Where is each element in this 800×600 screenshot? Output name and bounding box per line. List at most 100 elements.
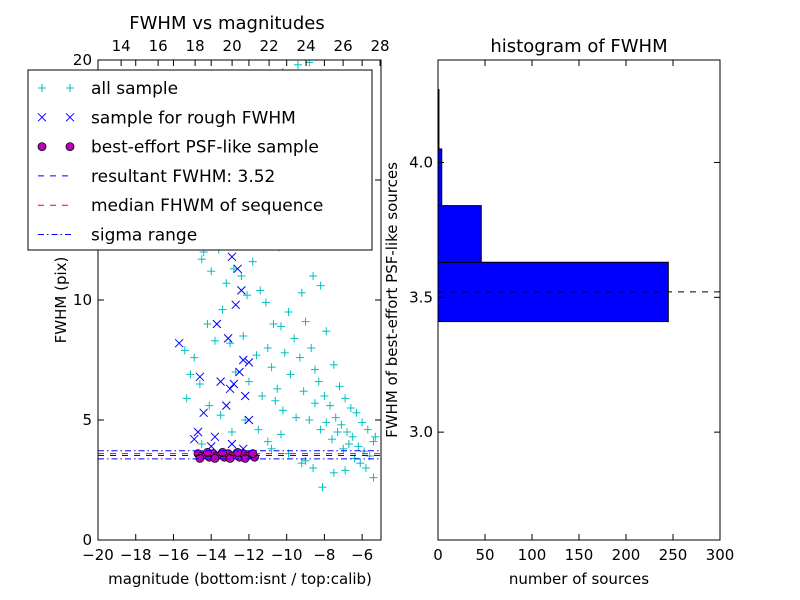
x-tick-label-0: −20 — [82, 546, 114, 564]
series-1-point-2 — [199, 408, 209, 418]
series-0-point-97 — [309, 464, 318, 472]
series-1-point-3 — [189, 434, 199, 444]
series-0-point-77 — [271, 396, 280, 405]
series-0-point-54 — [258, 392, 267, 400]
hist-x-tick-label-6: 300 — [706, 546, 735, 564]
series-1-point-22 — [227, 439, 237, 449]
series-1-point-6-b — [233, 264, 242, 274]
series-0-point-82 — [305, 416, 314, 424]
series-1-point-10 — [223, 334, 233, 343]
series-0-point-14 — [261, 298, 270, 307]
series-0-point-28 — [341, 394, 350, 403]
scatter-marks — [98, 60, 381, 492]
scatter-top-ticks: 14 16 18 20 22 24 26 28 — [112, 37, 390, 66]
series-1-point-15-b — [229, 379, 239, 389]
series-0-point-9 — [229, 264, 238, 273]
series-0-point-20 — [297, 288, 306, 297]
series-0-point-61 — [290, 334, 299, 343]
series-0-point-83 — [310, 399, 319, 408]
series-0-point-76 — [369, 437, 378, 446]
series-0-point-93 — [318, 483, 327, 492]
series-1-point-19 — [244, 415, 254, 425]
series-2-point-18 — [210, 453, 220, 463]
series-0-point-65 — [310, 365, 319, 374]
series-1-point-11-b — [238, 355, 248, 365]
series-0-point-70 — [337, 420, 346, 429]
series-1-point-20-b — [193, 427, 203, 437]
series-1-point-9-b — [212, 319, 222, 329]
series-0-point-41 — [180, 346, 189, 355]
series-0-point-51 — [239, 332, 248, 340]
series-0-point-72 — [348, 432, 357, 441]
series-1-point-11 — [238, 355, 248, 365]
histogram-y-label: FWHM of best-effort PSF-like sources — [383, 162, 401, 438]
x-tick-label-7: −6 — [351, 546, 373, 564]
series-0-point-13 — [256, 286, 265, 295]
series-0-point-46 — [203, 320, 212, 328]
histogram-panel: histogram of FWHM 0 50 100 150 200 250 300 3.0… — [383, 36, 734, 588]
series-0-point-37 — [305, 60, 314, 67]
series-0-point-86 — [327, 435, 336, 444]
top-tick-label-1: 16 — [149, 37, 168, 55]
series-0-point-57 — [273, 384, 282, 393]
series-0-point-66 — [314, 377, 323, 386]
series-1-point-13-b — [235, 367, 244, 377]
series-0-point-100 — [254, 425, 263, 434]
series-0-point-42 — [186, 370, 195, 379]
hist-y-tick-label-1: 3.5 — [409, 288, 433, 306]
series-0-point-6 — [207, 267, 216, 276]
histogram-bar-3 — [438, 148, 443, 207]
series-1-point-16 — [225, 384, 235, 394]
series-1-point-13 — [235, 367, 244, 377]
series-1-point-17-b — [240, 391, 250, 401]
legend-label-2: best-effort PSF-like sample — [91, 138, 319, 158]
series-0-point-103 — [216, 411, 225, 420]
legend-marker-1-a-b — [37, 112, 47, 122]
hist-y-tick-label-0: 3.0 — [409, 423, 433, 441]
hist-x-tick-label-5: 250 — [659, 546, 688, 564]
series-0-point-27 — [335, 382, 344, 391]
series-0-point-108 — [301, 456, 310, 465]
series-0-point-15 — [269, 320, 278, 328]
x-tick-label-3: −14 — [195, 546, 227, 564]
legend-label-5: sigma range — [91, 226, 197, 246]
scatter-plot-area — [98, 60, 381, 492]
legend-label-1: sample for rough FWHM — [91, 108, 296, 128]
series-0-point-67 — [320, 392, 329, 400]
histogram-x-ticks: 0 50 100 150 200 250 300 — [433, 60, 734, 564]
series-0-point-52 — [244, 377, 253, 386]
series-0-point-81 — [299, 387, 308, 396]
legend-marker-0-b — [66, 84, 74, 92]
series-1-point-15 — [229, 379, 239, 389]
series-0-point-63 — [301, 317, 310, 326]
series-1-point-5-b — [227, 252, 237, 262]
series-1-point-16-b — [225, 384, 235, 394]
series-1-point-1-b — [195, 372, 205, 382]
series-1-point-12-b — [244, 358, 254, 367]
series-1-point-5 — [227, 252, 237, 262]
series-0-point-78 — [278, 406, 287, 415]
histogram-marks — [438, 89, 720, 323]
series-1 — [174, 214, 254, 454]
series-0-point-53 — [252, 351, 261, 360]
series-1-point-14 — [216, 377, 225, 386]
series-0-point-48 — [218, 305, 227, 314]
series-0-point-59 — [280, 348, 289, 357]
series-0-point-50 — [231, 368, 240, 376]
top-tick-label-7: 28 — [371, 37, 390, 55]
series-0-point-10 — [237, 272, 246, 280]
series-0-point-62 — [295, 353, 304, 362]
histogram-bar-2 — [438, 205, 482, 263]
series-1-point-18-b — [221, 401, 231, 410]
series-1-point-9 — [212, 319, 222, 329]
legend-frame — [27, 69, 373, 251]
series-0-point-71 — [343, 428, 352, 436]
series-0-point-84 — [316, 425, 325, 434]
x-tick-label-4: −12 — [233, 546, 265, 564]
series-1-point-0 — [174, 338, 184, 348]
series-1-point-22-b — [227, 439, 237, 449]
hist-x-tick-label-2: 100 — [518, 546, 547, 564]
legend-marker-1-b — [65, 112, 75, 122]
hist-x-tick-label-0: 0 — [433, 546, 443, 564]
series-0-point-45 — [195, 380, 204, 388]
